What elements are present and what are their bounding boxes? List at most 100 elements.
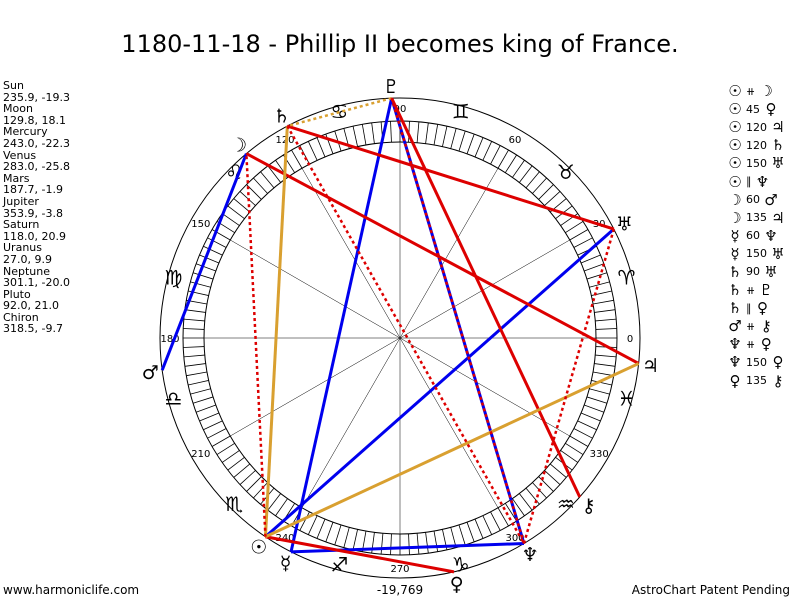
degree-label: 270 (390, 564, 409, 575)
planet-glyph-icon: ♂ (142, 362, 159, 384)
degree-tick (227, 456, 245, 471)
degree-tick (390, 533, 392, 555)
planet-glyph-icon: ♆ (522, 544, 539, 566)
degree-tick (538, 184, 554, 200)
planet-name: Uranus (3, 241, 42, 255)
aspect-planet-2-icon: ⚷ (760, 317, 772, 336)
degree-tick (497, 507, 509, 527)
degree-label: 0 (627, 334, 633, 345)
degree-tick (518, 165, 533, 183)
aspect-line (264, 227, 615, 538)
degree-label: 180 (160, 334, 179, 345)
degree-tick (482, 515, 493, 535)
degree-tick (253, 482, 268, 499)
aspect-line (160, 153, 248, 371)
aspect-planet-2-icon: ♀ (765, 100, 777, 119)
aspect-planet-2-icon: ♇ (759, 281, 773, 300)
degree-tick (233, 198, 251, 213)
zodiac-sign-icon: ♊ (452, 99, 470, 123)
aspect-planet-1-icon: ☉ (728, 172, 742, 191)
aspect-row: ♄ 90 ♅ (726, 263, 787, 281)
degree-tick (592, 299, 614, 305)
aspect-planet-1-icon: ☉ (728, 82, 742, 101)
aspect-angle: ⧺ (746, 84, 756, 98)
degree-tick (207, 237, 227, 248)
aspect-planet-2-icon: ♀ (757, 299, 768, 318)
aspect-line (286, 124, 615, 231)
zodiac-sign-icon: ♏ (225, 492, 243, 516)
degree-tick (586, 396, 608, 404)
aspect-line (264, 362, 640, 539)
degree-tick (532, 177, 547, 194)
aspect-planet-2-icon: ♀ (772, 353, 784, 372)
degree-tick (565, 221, 584, 234)
aspect-planet-1-icon: ☽ (728, 190, 742, 209)
aspect-line (245, 153, 267, 537)
aspect-planet-2-icon: ♆ (764, 226, 778, 245)
zodiac-sign-icon: ♐ (330, 553, 348, 577)
aspect-angle: ∥ (746, 301, 752, 315)
radial-spoke (301, 337, 401, 508)
aspect-angle: ∥ (746, 175, 752, 189)
degree-tick (512, 498, 525, 516)
degree-tick (584, 263, 605, 272)
aspect-row: ☉ 120 ♃ (726, 118, 787, 136)
zodiac-sign-icon: ♋ (330, 99, 348, 123)
degree-tick (316, 518, 326, 539)
planet-coords: 27.0, 9.9 (3, 252, 52, 266)
degree-tick (569, 229, 589, 241)
aspect-row: ☽ 60 ♂ (726, 191, 787, 209)
website-link[interactable]: www.harmoniclife.com (3, 583, 140, 597)
degree-tick (307, 141, 318, 161)
aspect-angle: 150 (746, 156, 767, 170)
degree-tick (458, 524, 466, 546)
radial-spoke (399, 337, 499, 508)
aspect-line (265, 535, 455, 574)
degree-tick (594, 309, 616, 313)
aspect-row: ☉ 120 ♄ (726, 136, 787, 154)
degree-tick (497, 149, 509, 169)
degree-tick (352, 529, 358, 550)
degree-tick (544, 470, 561, 485)
aspect-planet-1-icon: ☉ (728, 100, 742, 119)
aspect-planet-2-icon: ♆ (755, 172, 770, 191)
degree-tick (267, 493, 282, 511)
radial-spoke (230, 337, 401, 437)
aspect-planet-1-icon: ☉ (728, 136, 742, 155)
planet-coords: 92.0, 21.0 (3, 299, 59, 313)
degree-tick (203, 420, 223, 431)
aspect-angle: 135 (746, 374, 767, 388)
aspect-line (522, 228, 616, 544)
degree-tick (222, 450, 240, 463)
degree-tick (203, 245, 223, 256)
degree-tick (458, 130, 466, 152)
degree-tick (222, 213, 240, 226)
planet-coords: 243.0, -22.3 (3, 136, 70, 150)
planet-name: Sun (3, 79, 24, 92)
degree-tick (584, 404, 605, 413)
planet-glyph-icon: ♃ (642, 355, 659, 377)
degree-tick (183, 328, 205, 330)
degree-tick (474, 518, 484, 539)
aspect-line (290, 542, 525, 554)
aspect-angle: ⧺ (746, 319, 756, 333)
aspect-row: ☉ ⧺ ☽ (726, 82, 787, 100)
degree-tick (450, 128, 457, 149)
degree-tick (569, 435, 589, 447)
aspect-line (263, 126, 289, 537)
radial-spoke (399, 168, 499, 339)
degree-tick (195, 263, 216, 272)
degree-tick (192, 396, 214, 404)
planet-glyph-icon: ♇ (383, 76, 400, 98)
radial-spoke (230, 239, 401, 339)
degree-tick (538, 476, 554, 492)
aspect-planet-1-icon: ♀ (729, 371, 741, 390)
aspect-angle: ⧺ (746, 337, 756, 351)
aspect-row: ☽ 135 ♃ (726, 209, 787, 227)
aspect-planet-1-icon: ☿ (730, 226, 740, 245)
julian-day-label: -19,769 (376, 583, 424, 597)
aspect-planet-1-icon: ♆ (728, 353, 742, 372)
aspect-planet-2-icon: ☽ (759, 82, 773, 101)
planet-name: Jupiter (3, 194, 39, 208)
degree-tick (504, 154, 517, 173)
